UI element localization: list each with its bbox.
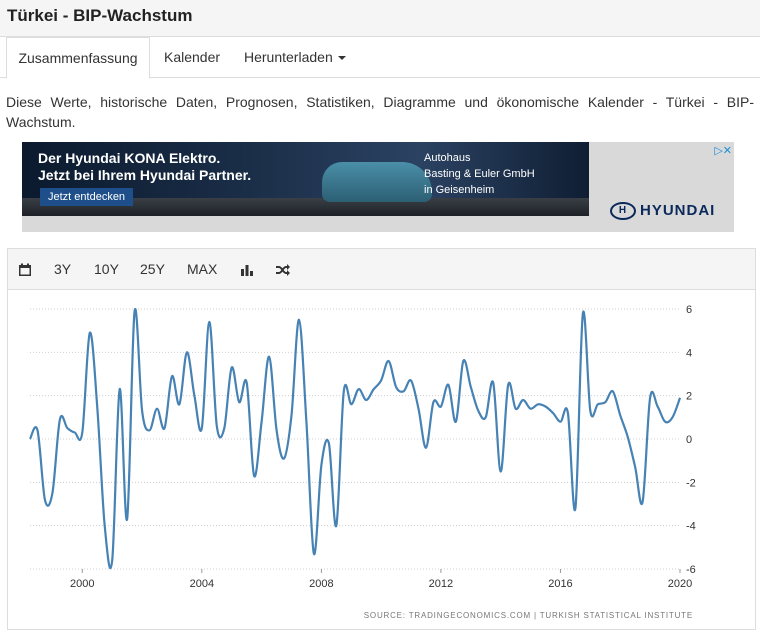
caret-down-icon (337, 56, 346, 61)
chart-toolbar: 3Y 10Y 25Y MAX (7, 248, 756, 290)
series-line (29, 307, 682, 570)
range-10y-button[interactable]: 10Y (94, 261, 119, 277)
ad-cta-button[interactable]: Jetzt entdecken (40, 188, 134, 206)
y-tick-label: 2 (686, 391, 692, 403)
y-tick-label: 4 (686, 347, 692, 359)
tab-label: Zusammenfassung (18, 50, 138, 66)
gdp-growth-chart: 6 4 2 0 -2 -4 -6 2000 2004 2008 2012 2016 2020 SOUR… (29, 304, 696, 620)
ad-logo-text: HYUNDAI (640, 202, 716, 219)
y-tick-label: 0 (686, 434, 692, 446)
title-bar: Türkei - BIP-Wachstum (0, 0, 760, 37)
chart-container: 6 4 2 0 -2 -4 -6 2000 2004 2008 2012 2016 2020 SOUR… (7, 289, 756, 630)
y-tick-label: -2 (686, 477, 696, 489)
hyundai-emblem-icon: H (610, 202, 636, 221)
page-title: Türkei - BIP-Wachstum (7, 6, 193, 25)
tab-bar: Zusammenfassung Kalender Herunterladen (0, 37, 760, 79)
y-tick-label: 6 (686, 304, 692, 316)
y-tick-label: -4 (686, 521, 696, 533)
ad-headline-1: Der Hyundai KONA Elektro. (38, 150, 221, 166)
x-tick-label: 2004 (190, 578, 214, 590)
ad-headline: Der Hyundai KONA Elektro. Jetzt bei Ihre… (38, 150, 251, 184)
ad-dealer-line: in Geisenheim (424, 184, 495, 196)
ad-headline-2: Jetzt bei Ihrem Hyundai Partner. (38, 167, 252, 183)
chart-source: SOURCE: TRADINGECONOMICS.COM | TURKISH S… (364, 611, 693, 620)
range-3y-button[interactable]: 3Y (54, 261, 72, 277)
ad-dealer-line: Autohaus (424, 152, 471, 164)
ad-dealer-line: Basting & Euler GmbH (424, 168, 535, 180)
y-tick-label: -6 (686, 564, 696, 576)
ad-choices-icon[interactable]: ▷✕ (714, 145, 732, 157)
range-max-button[interactable]: MAX (187, 261, 218, 277)
bar-chart-icon[interactable] (240, 249, 254, 289)
ad-dealer: Autohaus Basting & Euler GmbH in Geisenh… (424, 150, 535, 198)
tab-zusammenfassung[interactable]: Zusammenfassung (6, 37, 150, 79)
x-tick-label: 2020 (668, 578, 692, 590)
description-text: Diese Werte, historische Daten, Prognose… (6, 94, 754, 130)
x-tick-label: 2012 (429, 578, 453, 590)
calendar-icon[interactable] (18, 249, 32, 289)
x-tick-label: 2016 (548, 578, 572, 590)
x-tick-label: 2000 (70, 578, 94, 590)
hyundai-logo: H HYUNDAI (610, 202, 716, 221)
shuffle-icon[interactable] (275, 249, 291, 289)
car-image-icon (322, 162, 432, 202)
tab-label: Kalender (164, 49, 221, 65)
tab-label: Herunterladen (244, 49, 333, 65)
ad-road (22, 198, 589, 216)
tab-herunterladen[interactable]: Herunterladen (244, 37, 346, 77)
x-tick-label: 2008 (309, 578, 333, 590)
tab-kalender[interactable]: Kalender (164, 37, 220, 77)
advertisement-banner[interactable]: Der Hyundai KONA Elektro. Jetzt bei Ihre… (22, 142, 734, 232)
range-25y-button[interactable]: 25Y (140, 261, 165, 277)
